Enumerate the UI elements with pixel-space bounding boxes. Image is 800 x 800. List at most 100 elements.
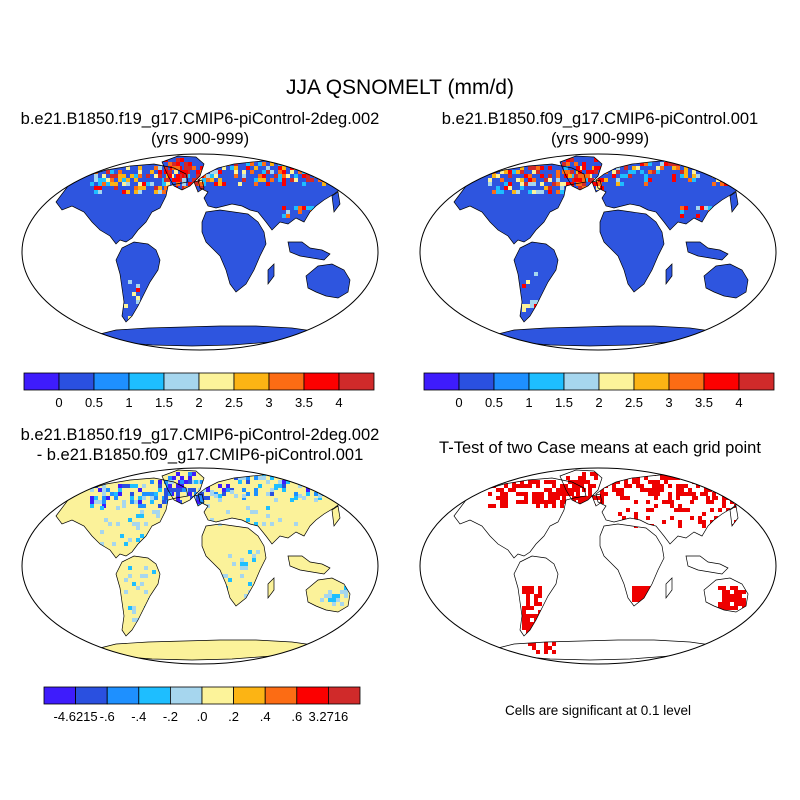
grid-cell — [504, 492, 508, 496]
grid-cell — [150, 170, 154, 174]
grid-cell — [548, 174, 552, 178]
grid-cell — [696, 472, 700, 476]
grid-cell — [104, 518, 108, 522]
colorbar-box — [170, 686, 203, 705]
colorbar-tick-label: 4 — [335, 395, 342, 410]
grid-cell — [334, 166, 338, 170]
grid-cell — [282, 174, 286, 178]
grid-cell — [620, 182, 624, 186]
grid-cell — [692, 162, 696, 166]
grid-cell — [306, 206, 310, 210]
grid-cell — [566, 162, 570, 166]
land-madagascar — [666, 264, 672, 284]
grid-cell — [700, 166, 704, 170]
grid-cell — [544, 504, 548, 508]
grid-cell — [726, 590, 730, 594]
grid-cell — [578, 476, 582, 480]
grid-cell — [574, 178, 578, 182]
grid-cell — [578, 174, 582, 178]
grid-cell — [222, 476, 226, 480]
grid-cell — [544, 646, 548, 650]
grid-cell — [278, 170, 282, 174]
grid-cell — [612, 162, 616, 166]
grid-cell — [128, 574, 132, 578]
grid-cell — [176, 174, 180, 178]
grid-cell — [330, 174, 334, 178]
grid-cell — [98, 186, 102, 190]
grid-cell — [584, 190, 588, 194]
grid-cell — [604, 476, 608, 480]
grid-cell — [524, 484, 528, 488]
colorbar-case2: 0 0.5 1 1.5 2 2.5 3 3.5 4 — [423, 372, 775, 413]
grid-cell — [648, 598, 652, 602]
grid-cell — [560, 190, 564, 194]
grid-cell — [668, 158, 672, 162]
grid-cell — [696, 162, 700, 166]
grid-cell — [226, 510, 230, 514]
grid-cell — [330, 472, 334, 476]
grid-cell — [146, 174, 150, 178]
grid-cell — [500, 190, 504, 194]
coastline-uk — [591, 493, 603, 507]
grid-cell — [114, 492, 118, 496]
grid-cell — [708, 484, 712, 488]
grid-cell — [90, 500, 94, 504]
map-border — [21, 153, 379, 351]
grid-cell — [632, 472, 636, 476]
grid-cell — [504, 496, 508, 500]
grid-cell — [720, 472, 724, 476]
grid-cell — [734, 598, 738, 602]
grid-cell — [722, 590, 726, 594]
grid-cell — [214, 484, 218, 488]
grid-cell — [318, 174, 322, 178]
grid-cell — [582, 472, 586, 476]
grid-cell — [194, 480, 198, 484]
grid-cell — [722, 504, 726, 508]
grid-cell — [648, 594, 652, 598]
grid-cell — [716, 476, 720, 480]
grid-cell — [130, 496, 134, 500]
grid-cell — [342, 162, 346, 166]
grid-cell — [570, 182, 574, 186]
grid-cell — [578, 182, 582, 186]
grid-cell — [728, 480, 732, 484]
grid-cell — [512, 170, 516, 174]
grid-cell — [500, 496, 504, 500]
grid-cell — [158, 170, 162, 174]
grid-cell — [748, 488, 752, 492]
grid-cell — [188, 476, 192, 480]
grid-cell — [172, 178, 176, 182]
grid-cell — [576, 504, 580, 508]
grid-cell — [154, 496, 158, 500]
grid-cell — [176, 484, 180, 488]
grid-cell — [532, 492, 536, 496]
grid-cell — [282, 170, 286, 174]
grid-cell — [98, 190, 102, 194]
grid-cell — [520, 492, 524, 496]
grid-cell — [90, 480, 94, 484]
grid-cell — [710, 500, 714, 504]
grid-cell — [552, 500, 556, 504]
grid-cell — [538, 630, 542, 634]
panel1-title-line1: b.e21.B1850.f19_g17.CMIP6-piControl-2deg… — [20, 110, 380, 128]
grid-cell — [282, 484, 286, 488]
grid-cell — [162, 190, 166, 194]
grid-cell — [294, 492, 298, 496]
grid-cell — [202, 178, 206, 182]
grid-cell — [740, 488, 744, 492]
grid-cell — [700, 476, 704, 480]
grid-cell — [138, 500, 142, 504]
grid-cell — [540, 492, 544, 496]
grid-cell — [350, 182, 354, 186]
land-south-america — [514, 242, 558, 322]
grid-cell — [620, 174, 624, 178]
grid-cell — [286, 210, 290, 214]
land-australia — [306, 264, 350, 298]
grid-cell — [244, 566, 248, 570]
grid-cell — [634, 516, 638, 520]
grid-cell — [232, 562, 236, 566]
grid-cell — [178, 190, 182, 194]
grid-cell — [170, 190, 174, 194]
grid-cell — [100, 530, 104, 534]
colorbar-tick-label: 1.5 — [555, 395, 573, 410]
